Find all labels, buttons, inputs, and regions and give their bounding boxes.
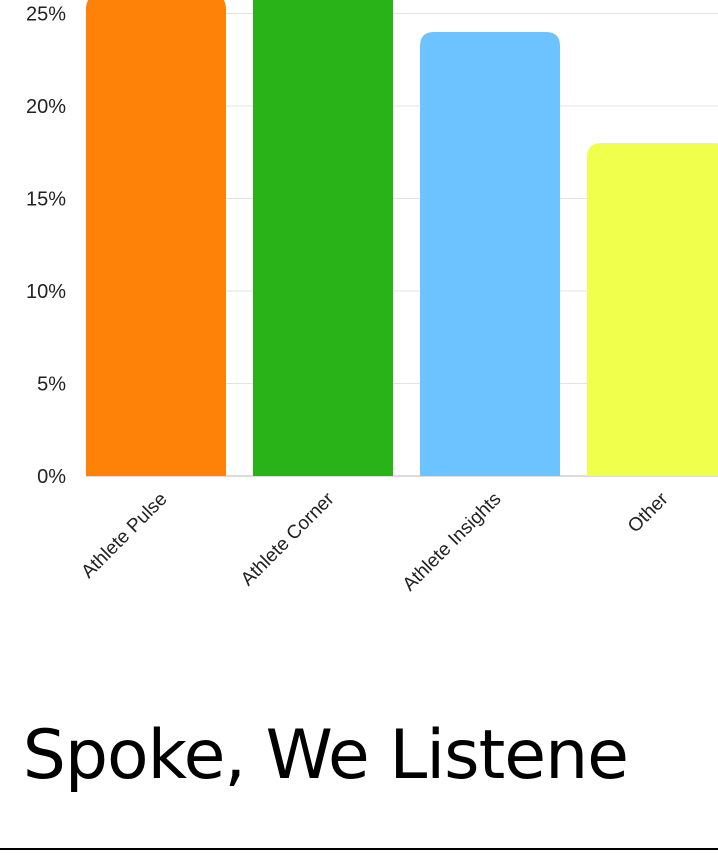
headline: u Spoke, We Listene [0, 716, 629, 795]
x-tick-label: Athlete Corner [237, 488, 339, 590]
y-tick-label: 10% [26, 281, 66, 303]
y-tick-label: 20% [26, 96, 66, 118]
y-tick-label: 25% [26, 4, 66, 26]
bar [587, 143, 718, 476]
x-tick-label: Athlete Pulse [78, 489, 172, 583]
x-tick-label: Athlete Insights [399, 489, 506, 596]
bar [253, 0, 393, 476]
bar [420, 32, 560, 476]
x-tick-label: Other [624, 488, 673, 537]
y-tick-label: 5% [37, 374, 66, 396]
bar [86, 0, 226, 476]
y-tick-label: 0% [37, 466, 66, 488]
y-tick-label: 15% [26, 189, 66, 211]
divider-line [0, 848, 718, 850]
